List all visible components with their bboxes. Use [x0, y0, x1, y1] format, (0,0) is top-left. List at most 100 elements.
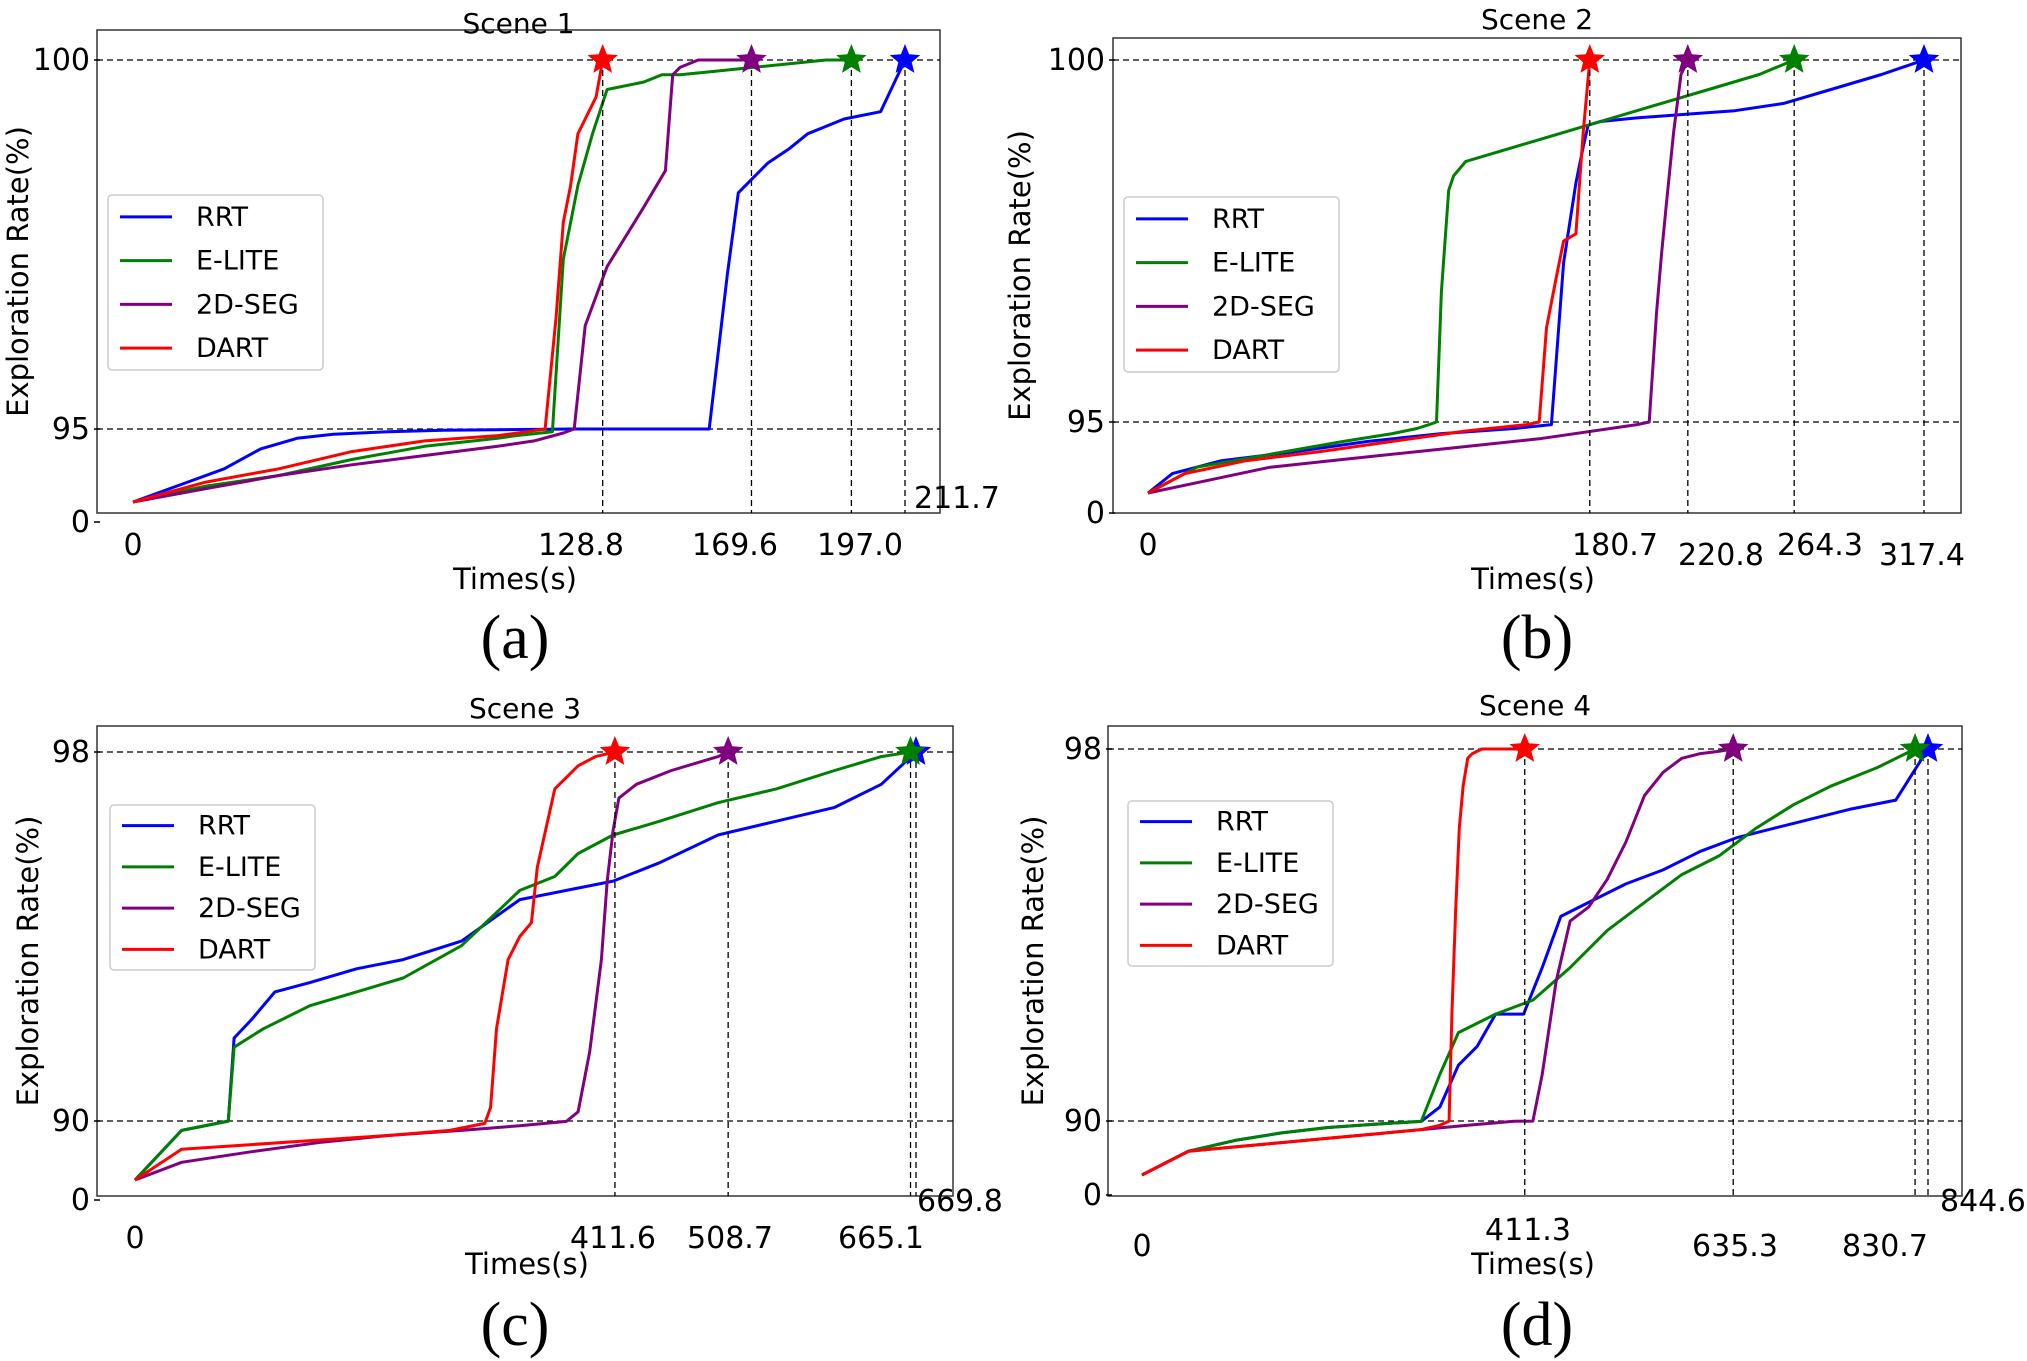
legend-label: 2D-SEG	[198, 893, 301, 924]
x-axis-label: Times(s)	[452, 562, 577, 596]
legend-label: 2D-SEG	[1212, 291, 1315, 322]
panel-caption: (c)	[481, 1291, 550, 1359]
plot-frame	[96, 725, 954, 1197]
x-axis-label: Times(s)	[464, 1247, 589, 1281]
legend-label: 2D-SEG	[196, 289, 299, 320]
series-line-2d-seg	[134, 750, 729, 1182]
finish-star-e-lite	[1899, 733, 1931, 762]
finish-star-rrt	[889, 44, 921, 73]
finish-star-rrt	[1908, 44, 1940, 73]
finish-star-dart	[1574, 44, 1605, 73]
finish-star-dart	[599, 736, 631, 765]
x-tick-label: 180.7	[1572, 528, 1658, 563]
x-tick-label: 264.3	[1777, 528, 1863, 563]
series-line-rrt	[133, 750, 918, 1182]
x-tick-label: 197.0	[817, 528, 903, 563]
x-annotation-label: 669.8	[917, 1184, 1003, 1219]
y-axis-label: Exploration Rate(%)	[1003, 130, 1037, 421]
chart-title: Scene 1	[462, 7, 574, 40]
y-tick-label: 0	[71, 505, 90, 540]
y-axis-label: Exploration Rate(%)	[11, 816, 45, 1107]
chart-title: Scene 3	[469, 692, 581, 725]
legend-label: DART	[198, 934, 271, 965]
legend-label: E-LITE	[1212, 248, 1295, 279]
x-tick-label: 0	[123, 528, 142, 563]
x-tick-label: 128.8	[538, 528, 624, 563]
y-axis-label: Exploration Rate(%)	[1, 126, 35, 417]
series-line-dart	[1141, 747, 1525, 1177]
y-tick-label: 95	[52, 412, 90, 447]
series-line-2d-seg	[132, 58, 752, 504]
finish-star-rrt	[1912, 733, 1944, 762]
x-tick-label: 0	[125, 1221, 144, 1256]
plot-frame	[1107, 725, 1963, 1197]
y-tick-label: 0	[1086, 496, 1105, 531]
finish-star-2d-seg	[712, 736, 744, 765]
plot-frame	[96, 29, 941, 514]
legend-label: DART	[196, 333, 269, 364]
x-tick-label: 220.8	[1678, 538, 1764, 573]
x-tick-label: 635.3	[1692, 1229, 1778, 1264]
panel-caption: (a)	[481, 604, 550, 672]
x-tick-label: 665.1	[838, 1221, 924, 1256]
chart-title: Scene 2	[1481, 3, 1593, 36]
x-tick-label: 0	[1138, 528, 1157, 563]
y-tick-label: 100	[33, 43, 90, 78]
x-annotation-label: 844.6	[1940, 1184, 2026, 1219]
chart-title: Scene 4	[1479, 689, 1591, 722]
series-line-e-lite	[1147, 58, 1795, 495]
x-tick-label: 830.7	[1842, 1229, 1928, 1264]
panel-caption: (d)	[1501, 1291, 1573, 1359]
finish-star-dart	[587, 44, 618, 73]
plot-frame	[1112, 37, 1962, 514]
y-tick-label: 0	[1083, 1178, 1102, 1213]
x-tick-label: 508.7	[687, 1221, 773, 1256]
series-line-dart	[134, 750, 616, 1182]
x-tick-label: 411.3	[1485, 1213, 1571, 1248]
panel-d: Scene 4 0 90 98 0 411.3 635.3 830.7 844.6 Times(s…	[1016, 689, 2026, 1359]
series-line-e-lite	[133, 750, 911, 1182]
legend-box	[1127, 800, 1334, 967]
y-tick-label: 98	[1064, 732, 1102, 767]
series-line-2d-seg	[1147, 59, 1690, 495]
legend-label: E-LITE	[196, 246, 279, 277]
series-line-rrt	[132, 59, 907, 504]
x-tick-label: 169.6	[692, 528, 778, 563]
y-tick-label: 90	[1064, 1104, 1102, 1139]
finish-star-dart	[1509, 733, 1540, 762]
x-tick-label: 411.6	[570, 1221, 656, 1256]
legend-label: 2D-SEG	[1216, 889, 1319, 920]
legend-box	[109, 804, 316, 971]
legend-box	[107, 194, 324, 371]
legend-label: E-LITE	[1216, 848, 1299, 879]
legend-label: DART	[1216, 930, 1289, 961]
legend-label: RRT	[198, 811, 251, 842]
y-tick-label: 0	[71, 1183, 90, 1218]
panel-caption: (b)	[1501, 604, 1573, 672]
legend-label: E-LITE	[198, 852, 281, 883]
series-line-dart	[1147, 59, 1592, 495]
finish-star-e-lite	[1779, 44, 1810, 73]
legend-label: RRT	[196, 202, 249, 233]
x-tick-label: 0	[1132, 1229, 1151, 1264]
finish-star-2d-seg	[736, 44, 767, 73]
x-tick-label: 317.4	[1879, 538, 1965, 573]
legend-label: RRT	[1216, 807, 1269, 838]
x-annotation-label: 211.7	[914, 481, 1000, 516]
legend-label: RRT	[1212, 204, 1265, 235]
y-tick-label: 95	[1067, 405, 1105, 440]
y-tick-label: 98	[52, 735, 90, 770]
finish-star-2d-seg	[1718, 733, 1749, 762]
finish-star-e-lite	[836, 44, 867, 73]
x-axis-label: Times(s)	[1470, 1247, 1595, 1281]
y-axis-label: Exploration Rate(%)	[1016, 816, 1050, 1107]
x-axis-label: Times(s)	[1470, 562, 1595, 596]
y-tick-label: 100	[1048, 43, 1105, 78]
legend-box	[1123, 196, 1340, 373]
y-tick-label: 90	[52, 1104, 90, 1139]
series-line-e-lite	[1141, 747, 1916, 1177]
finish-star-2d-seg	[1672, 44, 1703, 73]
panel-b: Scene 2 0 95 100 0 180.7 220.8 264.3 317.4 Times(…	[1003, 3, 1965, 672]
